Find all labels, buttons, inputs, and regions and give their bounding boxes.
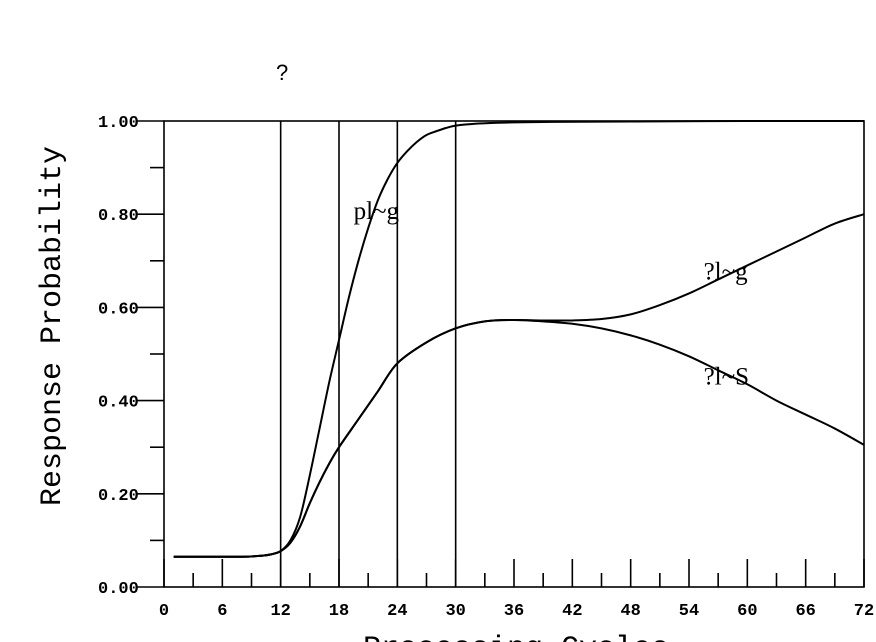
series-label-2: ?l~S [704, 363, 749, 390]
series-line-0 [173, 119, 865, 558]
x-tick-label: 0 [159, 602, 169, 621]
x-tick-label: 54 [679, 602, 699, 621]
y-tick-label: 0.20 [98, 487, 139, 506]
y-tick-label: 0.40 [98, 394, 139, 413]
series-label-0: pl~g [354, 198, 400, 225]
x-tick-label: 30 [445, 602, 465, 621]
curve-labels: pl~g ?l~g ?l~S [354, 198, 749, 390]
y-tick-label: 0.60 [98, 300, 139, 319]
x-tick-label: 48 [620, 602, 640, 621]
x-tick-label: 6 [217, 602, 227, 621]
series-label-1: ?l~g [704, 258, 749, 285]
y-tick-label: 1.00 [98, 114, 139, 133]
x-tick-label: 72 [854, 602, 874, 621]
plot-frame [163, 120, 865, 588]
y-tick-label: 0.00 [98, 580, 139, 599]
top-annotation: ? [276, 60, 288, 85]
x-tick-label: 18 [329, 602, 349, 621]
y-axis-title: Response Probability [36, 146, 70, 506]
x-tick-label: 24 [387, 602, 407, 621]
vertical-markers [279, 121, 457, 587]
x-tick-label: 60 [737, 602, 757, 621]
x-tick-label: 42 [562, 602, 582, 621]
series-line-1 [173, 213, 865, 558]
x-tick-label: 36 [504, 602, 524, 621]
data-curves [173, 119, 865, 558]
x-tick-label: 12 [270, 602, 290, 621]
x-axis: 0 6 12 18 24 30 36 42 48 54 60 66 72 [159, 559, 874, 621]
y-axis: 0.00 0.20 0.40 0.60 0.80 1.00 [98, 114, 164, 599]
y-tick-label: 0.80 [98, 207, 139, 226]
series-line-2 [173, 318, 865, 558]
x-tick-label: 66 [795, 602, 815, 621]
x-axis-title: Processing Cycles [363, 632, 669, 642]
